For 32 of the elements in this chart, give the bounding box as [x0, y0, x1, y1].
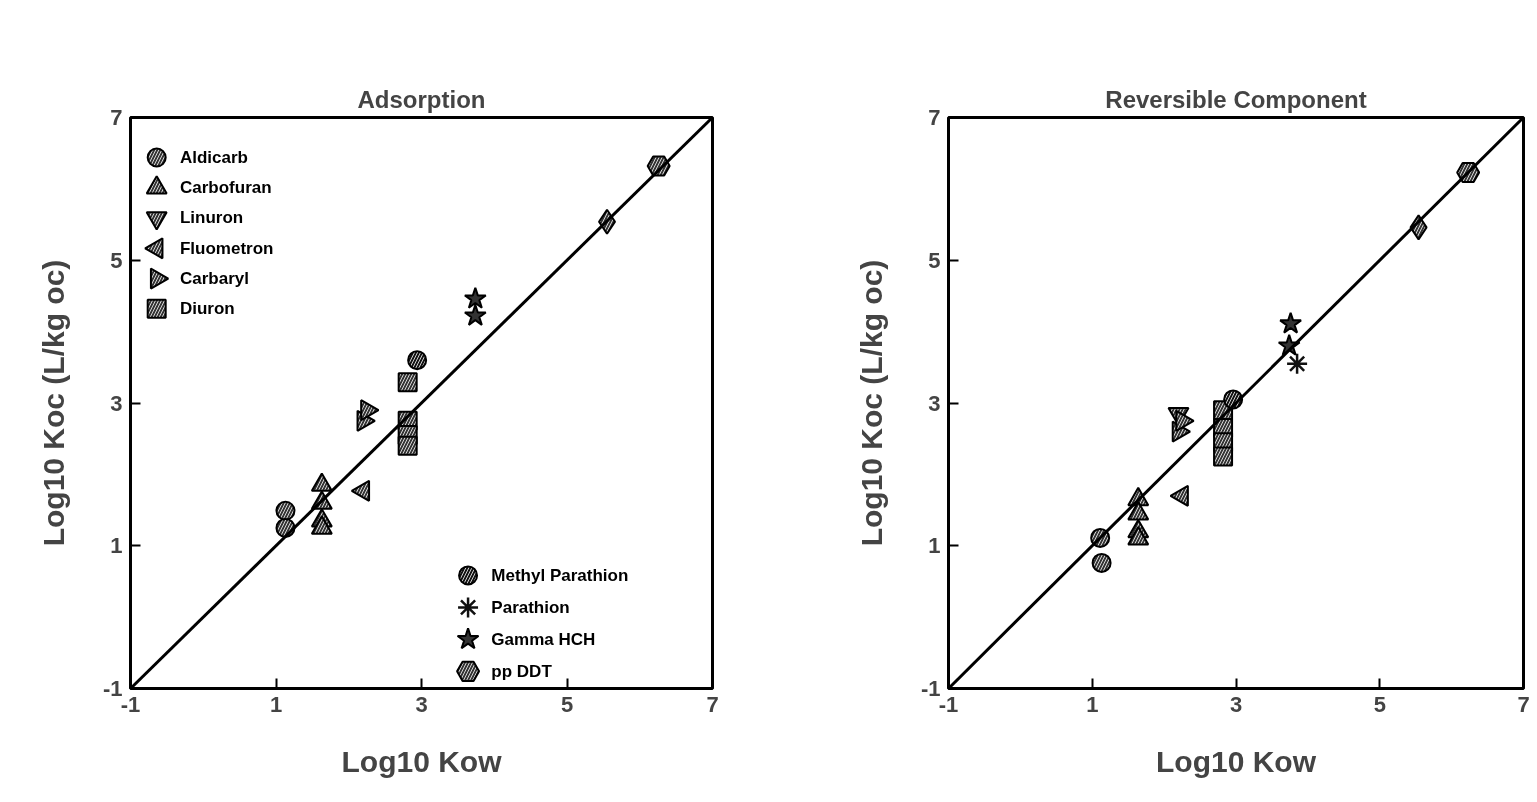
y-tick-label: 1 — [110, 533, 123, 559]
x-tick-label: 5 — [560, 691, 574, 717]
chart-title: Adsorption — [357, 85, 486, 113]
x-tick-label: 5 — [1373, 691, 1386, 717]
y-tick-label: 3 — [928, 390, 941, 416]
chart-title: Reversible Component — [1105, 85, 1367, 113]
x-axis-title: Log10 Kow — [1156, 744, 1317, 778]
x-tick-label: 3 — [415, 691, 428, 717]
x-tick-label: 1 — [269, 691, 283, 717]
legend-label: Fluometron — [179, 238, 274, 258]
legend-label: Gamma HCH — [491, 629, 596, 649]
y-tick-label: 7 — [110, 105, 123, 130]
y-tick-label: 5 — [928, 247, 941, 273]
y-tick-label: 5 — [110, 247, 123, 273]
x-tick-label: 7 — [1517, 691, 1530, 717]
x-tick-label: 3 — [1229, 691, 1243, 717]
legend-label: Linuron — [179, 208, 244, 228]
legend-label: Carbaryl — [179, 269, 249, 289]
y-tick-label: 1 — [928, 533, 941, 559]
legend-label: Aldicarb — [179, 147, 248, 167]
y-tick-label: 7 — [928, 105, 941, 130]
legend-label: pp DDT — [491, 661, 553, 681]
legend-label: Diuron — [179, 299, 235, 319]
legend-label: Carbofuran — [179, 178, 272, 198]
x-tick-label: 7 — [706, 691, 719, 717]
legend-label: Methyl Parathion — [491, 565, 629, 585]
x-tick-label: 1 — [1086, 691, 1099, 717]
y-axis-title: Log10 Koc (L/kg oc) — [854, 259, 888, 547]
y-tick-label: 3 — [110, 390, 123, 416]
legend-label: Parathion — [491, 597, 570, 617]
x-axis-title: Log10 Kow — [341, 744, 503, 778]
y-axis-title: Log10 Koc (L/kg oc) — [36, 259, 70, 547]
